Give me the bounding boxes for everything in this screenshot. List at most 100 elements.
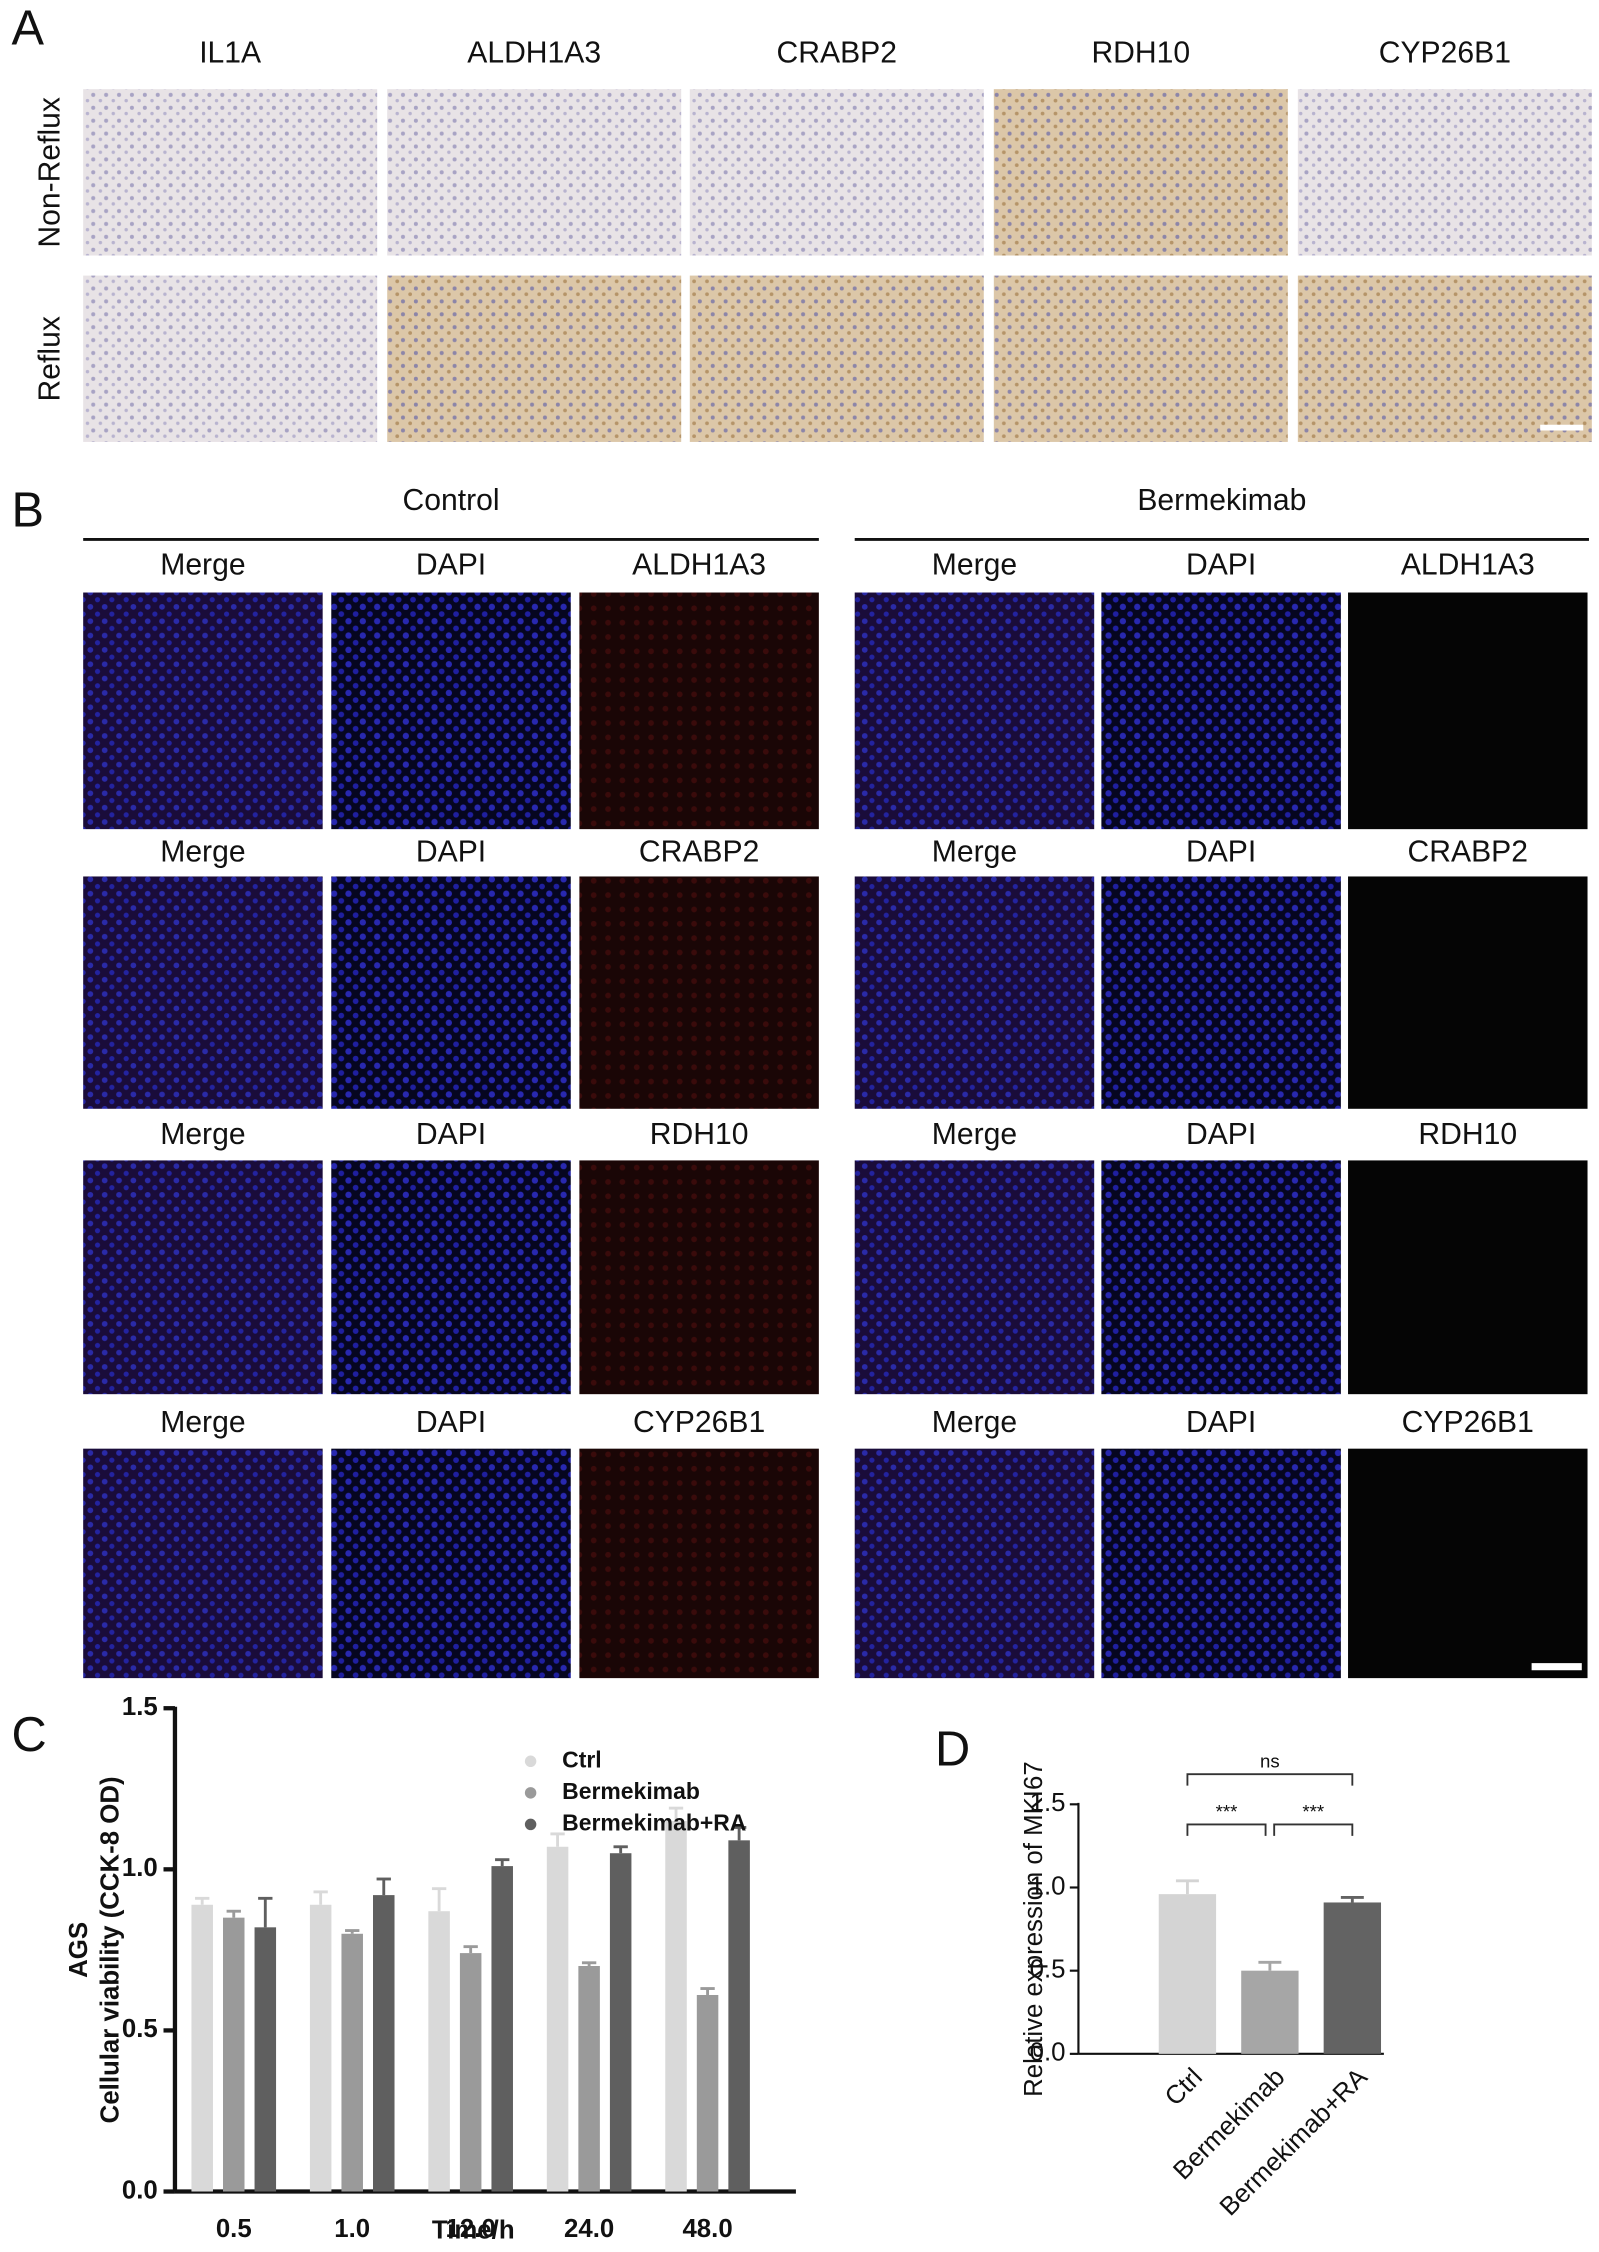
row-label: Non-Reflux bbox=[34, 97, 67, 248]
micrograph bbox=[579, 876, 819, 1109]
channel-label: DAPI bbox=[1186, 1118, 1256, 1151]
group-header: Bermekimab bbox=[1137, 484, 1306, 517]
micrograph bbox=[854, 876, 1095, 1109]
x-tick-label: 48.0 bbox=[682, 2215, 732, 2243]
channel-label: CYP26B1 bbox=[1402, 1406, 1534, 1439]
channel-label: CYP26B1 bbox=[633, 1406, 765, 1439]
x-tick-label: 1.0 bbox=[334, 2215, 370, 2243]
bar bbox=[459, 1953, 482, 2192]
x-axis-label: Time/h bbox=[432, 2216, 515, 2244]
micrograph bbox=[689, 275, 984, 442]
micrograph bbox=[1101, 1448, 1341, 1679]
group-header: Control bbox=[402, 484, 499, 517]
bar bbox=[254, 1927, 277, 2192]
column-header: CYP26B1 bbox=[1379, 37, 1511, 70]
column-header: ALDH1A3 bbox=[467, 37, 601, 70]
micrograph bbox=[83, 1160, 323, 1395]
micrograph bbox=[83, 275, 378, 442]
y-axis-label: Cellular viability (CCK-8 OD) bbox=[97, 1776, 125, 2123]
micrograph bbox=[387, 275, 682, 442]
channel-label: Merge bbox=[932, 1118, 1017, 1151]
channel-label: Merge bbox=[932, 835, 1017, 868]
micrograph bbox=[331, 1448, 571, 1679]
significance-label: *** bbox=[1302, 1801, 1324, 1822]
panel-label: C bbox=[11, 1708, 46, 1762]
bar bbox=[609, 1853, 632, 2192]
channel-label: Merge bbox=[160, 549, 245, 582]
channel-label: DAPI bbox=[416, 1118, 486, 1151]
y-axis-title: AGS bbox=[65, 1922, 93, 1978]
channel-label: ALDH1A3 bbox=[632, 549, 766, 582]
channel-label: RDH10 bbox=[1418, 1118, 1517, 1151]
channel-label: CRABP2 bbox=[1408, 835, 1528, 868]
bar bbox=[1241, 1970, 1299, 2054]
micrograph bbox=[83, 876, 323, 1109]
bar bbox=[428, 1911, 450, 2192]
micrograph bbox=[579, 1448, 819, 1679]
panel-label: B bbox=[11, 484, 44, 538]
y-tick-label: 0.5 bbox=[1030, 1955, 1066, 1983]
x-tick-label: Bermekimab+RA bbox=[1215, 2063, 1374, 2222]
y-tick-label: 0.5 bbox=[122, 2015, 158, 2043]
bar bbox=[491, 1866, 513, 2192]
y-tick-label: 1.5 bbox=[122, 1693, 158, 1721]
bar bbox=[1158, 1894, 1217, 2054]
x-tick-label: 0.5 bbox=[216, 2215, 252, 2243]
legend-marker bbox=[524, 1755, 537, 1768]
bar bbox=[578, 1965, 600, 2192]
micrograph bbox=[331, 592, 571, 830]
bar bbox=[728, 1840, 750, 2192]
bar bbox=[665, 1821, 687, 2192]
legend-label: Ctrl bbox=[562, 1746, 602, 1772]
micrograph bbox=[83, 1448, 323, 1679]
x-tick-label: 12.0 bbox=[446, 2215, 496, 2243]
legend-label: Bermekimab bbox=[562, 1778, 700, 1804]
channel-label: Merge bbox=[160, 835, 245, 868]
significance-bracket bbox=[1186, 1823, 1267, 1836]
channel-label: RDH10 bbox=[650, 1118, 749, 1151]
legend-label: Bermekimab+RA bbox=[562, 1809, 746, 1835]
channel-label: ALDH1A3 bbox=[1401, 549, 1535, 582]
row-label: Reflux bbox=[34, 316, 67, 401]
bar bbox=[222, 1917, 245, 2192]
x-tick-label: 24.0 bbox=[564, 2215, 614, 2243]
channel-label: DAPI bbox=[416, 835, 486, 868]
channel-label: DAPI bbox=[1186, 549, 1256, 582]
y-tick-label: 1.0 bbox=[1030, 1872, 1066, 1900]
bar bbox=[191, 1904, 213, 2192]
micrograph bbox=[331, 876, 571, 1109]
channel-label: DAPI bbox=[416, 549, 486, 582]
micrograph bbox=[83, 89, 378, 256]
legend-marker bbox=[524, 1787, 537, 1799]
y-tick-label: 0.0 bbox=[122, 2176, 158, 2204]
micrograph bbox=[387, 89, 682, 256]
channel-label: Merge bbox=[932, 1406, 1017, 1439]
micrograph bbox=[1297, 89, 1592, 256]
y-tick-label: 1.5 bbox=[1030, 1789, 1066, 1817]
channel-label: DAPI bbox=[1186, 1406, 1256, 1439]
column-header: IL1A bbox=[199, 37, 262, 70]
micrograph bbox=[1101, 1160, 1341, 1395]
micrograph bbox=[1348, 1448, 1588, 1679]
bar bbox=[309, 1904, 332, 2192]
micrograph bbox=[854, 1160, 1095, 1395]
panel-label: A bbox=[11, 2, 44, 56]
bar bbox=[341, 1933, 363, 2192]
significance-bracket bbox=[1273, 1823, 1354, 1836]
bar bbox=[1323, 1902, 1382, 2054]
significance-bracket bbox=[1186, 1773, 1354, 1786]
micrograph bbox=[993, 89, 1288, 256]
channel-label: Merge bbox=[932, 549, 1017, 582]
channel-label: DAPI bbox=[1186, 835, 1256, 868]
micrograph bbox=[1101, 592, 1341, 830]
panel-label: D bbox=[935, 1723, 970, 1777]
bar bbox=[546, 1846, 569, 2192]
micrograph bbox=[689, 89, 984, 256]
micrograph bbox=[993, 275, 1288, 442]
bar bbox=[696, 1994, 719, 2192]
micrograph bbox=[1348, 592, 1588, 830]
micrograph bbox=[579, 1160, 819, 1395]
column-header: RDH10 bbox=[1091, 37, 1190, 70]
legend-marker bbox=[524, 1818, 537, 1831]
channel-label: Merge bbox=[160, 1406, 245, 1439]
